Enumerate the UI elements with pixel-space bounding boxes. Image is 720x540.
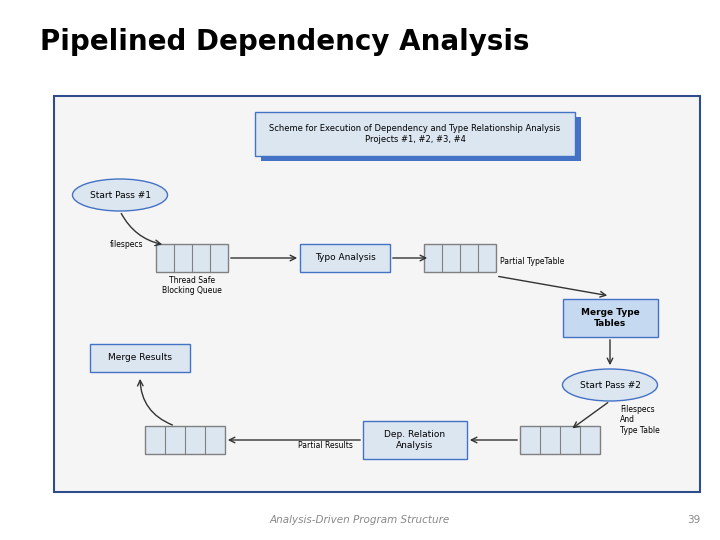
Ellipse shape xyxy=(73,179,168,211)
FancyBboxPatch shape xyxy=(255,112,575,156)
FancyBboxPatch shape xyxy=(562,299,657,337)
Text: 39: 39 xyxy=(687,515,700,525)
Text: Filespecs
And
Type Table: Filespecs And Type Table xyxy=(620,405,660,435)
FancyBboxPatch shape xyxy=(261,117,581,161)
FancyBboxPatch shape xyxy=(424,244,496,272)
Text: Merge Results: Merge Results xyxy=(108,354,172,362)
Text: Partial TypeTable: Partial TypeTable xyxy=(500,258,564,267)
Text: Merge Type
Tables: Merge Type Tables xyxy=(580,308,639,328)
Ellipse shape xyxy=(562,369,657,401)
Text: filespecs: filespecs xyxy=(110,240,143,249)
Text: Start Pass #1: Start Pass #1 xyxy=(89,191,150,199)
Text: Thread Safe
Blocking Queue: Thread Safe Blocking Queue xyxy=(162,276,222,295)
FancyBboxPatch shape xyxy=(300,244,390,272)
FancyBboxPatch shape xyxy=(145,426,225,454)
FancyBboxPatch shape xyxy=(156,244,228,272)
Text: Typo Analysis: Typo Analysis xyxy=(315,253,375,262)
Text: Start Pass #2: Start Pass #2 xyxy=(580,381,640,389)
FancyBboxPatch shape xyxy=(363,421,467,459)
FancyBboxPatch shape xyxy=(54,96,700,492)
Text: Analysis-Driven Program Structure: Analysis-Driven Program Structure xyxy=(270,515,450,525)
Text: Partial Results: Partial Results xyxy=(298,441,353,449)
FancyBboxPatch shape xyxy=(520,426,600,454)
Text: Pipelined Dependency Analysis: Pipelined Dependency Analysis xyxy=(40,28,529,56)
Text: Scheme for Execution of Dependency and Type Relationship Analysis
Projects #1, #: Scheme for Execution of Dependency and T… xyxy=(269,124,561,144)
FancyBboxPatch shape xyxy=(90,344,190,372)
Text: Dep. Relation
Analysis: Dep. Relation Analysis xyxy=(384,430,446,450)
